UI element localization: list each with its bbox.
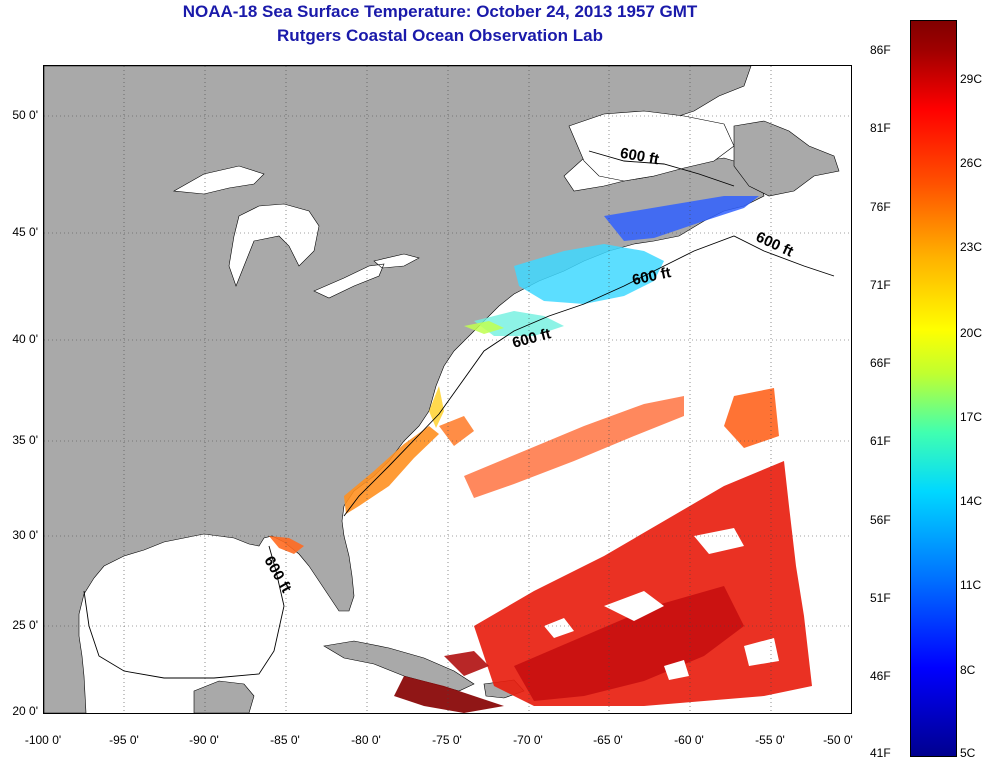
colorbar-c-label: 17C: [960, 410, 983, 424]
lat-label: 35 0': [12, 433, 38, 447]
colorbar-f-label: 56F: [870, 513, 891, 527]
map-title: NOAA-18 Sea Surface Temperature: October…: [0, 0, 880, 48]
colorbar-c-label: 5C: [960, 746, 976, 760]
colorbar-f-label: 66F: [870, 356, 891, 370]
sst-map-canvas: [44, 66, 851, 713]
colorbar-c-label: 23C: [960, 240, 983, 254]
lat-label: 20 0': [12, 704, 38, 718]
lat-label: 50 0': [12, 108, 38, 122]
colorbar-f-label: 46F: [870, 669, 891, 683]
colorbar-c-label: 20C: [960, 326, 983, 340]
sst-data-layer: [269, 196, 812, 713]
lon-label: -85 0': [270, 733, 300, 747]
lat-label: 30 0': [12, 528, 38, 542]
lon-label: -70 0': [513, 733, 543, 747]
lon-label: -90 0': [189, 733, 219, 747]
sst-map: [43, 65, 852, 714]
colorbar-f-label: 81F: [870, 121, 891, 135]
lon-label: -50 0': [823, 733, 853, 747]
land-cuba: [323, 640, 475, 692]
lake-superior: [173, 165, 265, 195]
lon-label: -55 0': [755, 733, 785, 747]
lon-label: -75 0': [432, 733, 462, 747]
colorbar-f-label: 86F: [870, 43, 891, 57]
colorbar-f-label: 41F: [870, 746, 891, 760]
colorbar-c-label: 26C: [960, 156, 983, 170]
title-line-2: Rutgers Coastal Ocean Observation Lab: [277, 26, 603, 45]
lon-label: -100 0': [24, 733, 62, 747]
land-yucatan: [193, 680, 255, 713]
gulf-st-lawrence: [568, 110, 735, 182]
lon-label: -60 0': [674, 733, 704, 747]
colorbar-f-label: 51F: [870, 591, 891, 605]
lat-label: 25 0': [12, 618, 38, 632]
lon-label: -95 0': [109, 733, 139, 747]
lat-label: 40 0': [12, 332, 38, 346]
lon-label: -65 0': [593, 733, 623, 747]
lake-michigan-huron: [228, 203, 320, 287]
land-mass: [44, 66, 765, 713]
land-newfoundland: [733, 120, 840, 197]
isobath-600ft: [83, 150, 835, 679]
colorbar-f-label: 61F: [870, 434, 891, 448]
graticule: [44, 66, 851, 713]
temperature-colorbar: [910, 20, 957, 757]
lat-label: 45 0': [12, 225, 38, 239]
colorbar-c-label: 29C: [960, 72, 983, 86]
colorbar-f-label: 71F: [870, 278, 891, 292]
lake-erie-ontario: [313, 253, 420, 299]
colorbar-f-label: 76F: [870, 200, 891, 214]
colorbar-c-label: 8C: [960, 663, 976, 677]
title-line-1: NOAA-18 Sea Surface Temperature: October…: [182, 2, 698, 21]
lon-label: -80 0': [351, 733, 381, 747]
colorbar-c-label: 11C: [960, 578, 982, 592]
colorbar-c-label: 14C: [960, 494, 983, 508]
